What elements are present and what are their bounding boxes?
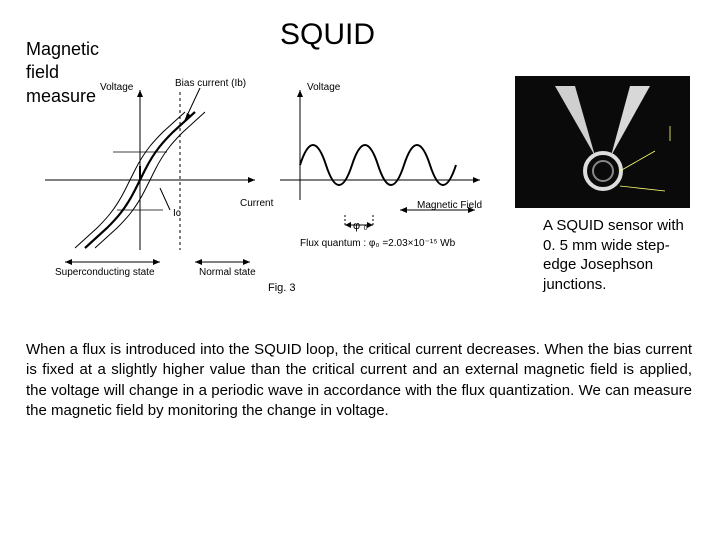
label-phi0: φ ₀ [353,220,368,232]
label-voltage-right: Voltage [307,82,340,93]
page-title: SQUID [280,18,375,52]
label-magnetic-field: Magnetic Field [417,200,482,211]
label-ic: Ic [173,208,181,219]
label-voltage-left: Voltage [100,82,133,93]
body-paragraph: When a flux is introduced into the SQUID… [26,340,692,421]
subtitle-line1: Magnetic [26,39,99,59]
label-bias-current: Bias current (Ib) [175,78,246,89]
photo-caption: A SQUID sensor with 0. 5 mm wide step-ed… [543,216,698,294]
label-fig3: Fig. 3 [268,282,296,294]
label-superconducting: Superconducting state [55,267,155,278]
label-current: Current [240,198,273,209]
squid-photo [515,76,690,208]
squid-diagram: Voltage Bias current (Ib) Voltage Ic Cur… [45,70,485,300]
label-flux-quantum: Flux quantum : φ₀ =2.03×10⁻¹⁵ Wb [300,238,455,249]
label-normal-state: Normal state [199,267,256,278]
